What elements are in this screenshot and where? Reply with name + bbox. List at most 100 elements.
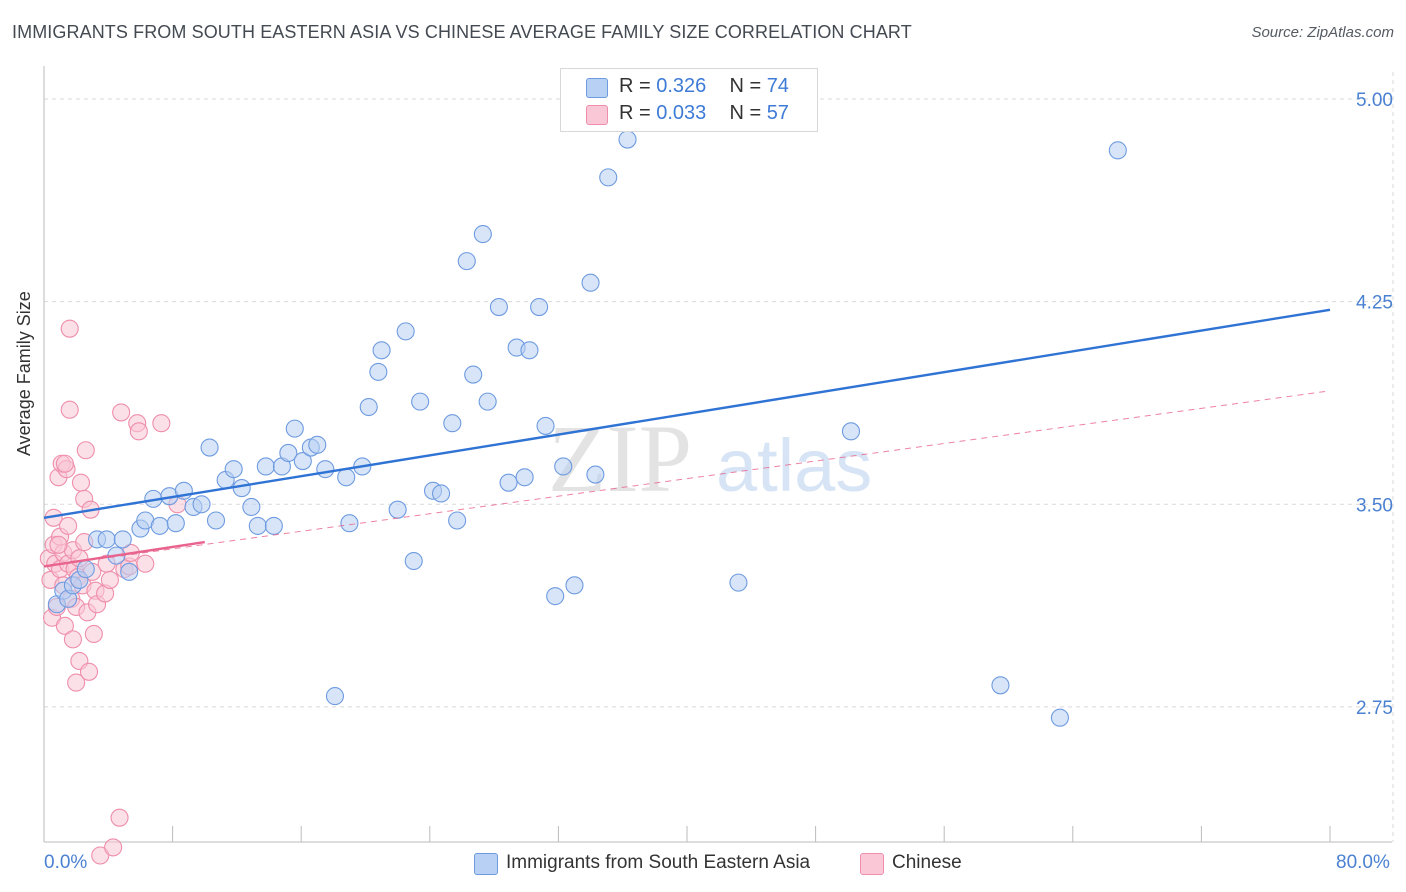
- data-point: [618, 130, 637, 149]
- x-axis-max-label: 80.0%: [1336, 852, 1390, 873]
- source-credit: Source: ZipAtlas.com: [1251, 24, 1394, 41]
- data-point: [264, 516, 283, 535]
- data-point: [325, 687, 345, 706]
- data-point: [100, 570, 119, 589]
- data-point: [129, 422, 148, 441]
- data-point: [473, 225, 492, 244]
- data-point: [104, 838, 123, 857]
- data-point: [340, 514, 359, 533]
- legend-n-label: N =: [729, 75, 762, 97]
- data-point: [546, 587, 565, 606]
- data-point: [91, 846, 110, 865]
- data-point: [242, 497, 261, 517]
- y-tick-labels: 2.75 3.50 4.25 5.00: [1356, 90, 1393, 719]
- data-point: [63, 630, 82, 649]
- bottom-legend-chinese: Chinese: [860, 852, 1000, 878]
- trend-line-sea: [43, 308, 1331, 519]
- data-point: [166, 514, 185, 533]
- legend-n-value: 74: [766, 75, 789, 97]
- x-axis-min-label: 0.0%: [44, 852, 88, 873]
- data-point: [76, 441, 95, 460]
- data-point: [411, 392, 430, 411]
- data-point: [60, 319, 79, 338]
- data-point: [457, 252, 476, 271]
- data-point: [232, 479, 251, 498]
- trend-line-chinese-dashed: [43, 390, 1331, 567]
- data-point: [49, 535, 68, 554]
- y-tick-label: 5.00: [1356, 90, 1393, 111]
- legend-r-label: R =: [619, 75, 651, 97]
- data-point: [536, 416, 555, 435]
- data-point: [256, 457, 275, 476]
- chart-title: IMMIGRANTS FROM SOUTH EASTERN ASIA VS CH…: [12, 22, 912, 42]
- data-point: [76, 560, 95, 579]
- legend-r-value: 0.326: [656, 75, 707, 97]
- data-point: [729, 573, 748, 592]
- bottom-legend-swatch-sea: [474, 853, 498, 875]
- data-point: [110, 808, 129, 827]
- watermark-zip: ZIP: [548, 405, 692, 512]
- data-point: [113, 530, 132, 549]
- legend-swatch-chinese: [586, 105, 608, 125]
- data-point: [248, 516, 267, 535]
- data-point: [432, 484, 451, 503]
- legend-n-value: 57: [766, 102, 789, 124]
- data-point: [554, 457, 573, 476]
- bottom-legend-swatch-chinese: [860, 853, 884, 875]
- data-point: [71, 473, 91, 492]
- data-point: [316, 460, 335, 479]
- data-point: [152, 414, 171, 433]
- bottom-legend-label-chinese: Chinese: [892, 852, 962, 873]
- data-point: [1108, 141, 1127, 160]
- data-point: [59, 516, 78, 535]
- data-point: [285, 419, 304, 438]
- data-point: [97, 530, 116, 549]
- y-tick-label: 4.25: [1356, 293, 1393, 314]
- legend-r-value: 0.033: [656, 102, 707, 124]
- correlation-legend: R = 0.326 N = 74 R = 0.033 N = 57: [560, 68, 818, 132]
- data-point: [581, 273, 600, 292]
- legend-n-label: N =: [729, 102, 762, 124]
- data-point: [478, 392, 497, 411]
- data-point: [55, 616, 74, 635]
- legend-swatch-sea: [586, 78, 608, 98]
- y-axis-label-wrap: Average Family Size: [14, 291, 35, 456]
- data-point: [79, 662, 99, 681]
- data-point: [586, 465, 605, 484]
- data-point: [515, 468, 534, 487]
- data-point: [372, 341, 391, 360]
- data-point: [84, 624, 103, 644]
- trend-line-chinese: [43, 540, 205, 568]
- data-point: [279, 443, 298, 462]
- watermark: ZIP atlas: [548, 405, 872, 512]
- data-point: [448, 511, 467, 530]
- data-point: [565, 576, 584, 595]
- data-point: [369, 362, 388, 381]
- data-point: [404, 551, 423, 571]
- chinese-points: [39, 319, 187, 865]
- data-point: [55, 454, 74, 473]
- data-point: [60, 400, 79, 419]
- data-point: [991, 676, 1010, 695]
- bottom-legend-label-sea: Immigrants from South Eastern Asia: [506, 852, 811, 873]
- data-point: [599, 168, 618, 187]
- data-point: [67, 673, 86, 692]
- data-point: [359, 397, 378, 417]
- data-point: [200, 438, 219, 457]
- data-point: [499, 473, 518, 492]
- data-point: [396, 322, 415, 341]
- data-point: [530, 298, 549, 317]
- y-axis-label: Average Family Size: [14, 291, 34, 456]
- data-point: [293, 452, 312, 471]
- data-point: [464, 365, 483, 384]
- bottom-legend-sea: Immigrants from South Eastern Asia: [474, 852, 854, 878]
- trend-lines: [43, 308, 1331, 568]
- data-point: [206, 511, 226, 530]
- legend-r-label: R =: [619, 102, 651, 124]
- data-point: [192, 495, 211, 514]
- axes: [43, 66, 1392, 843]
- y-tick-label: 3.50: [1356, 495, 1393, 516]
- data-point: [120, 562, 139, 581]
- data-point: [1050, 708, 1069, 727]
